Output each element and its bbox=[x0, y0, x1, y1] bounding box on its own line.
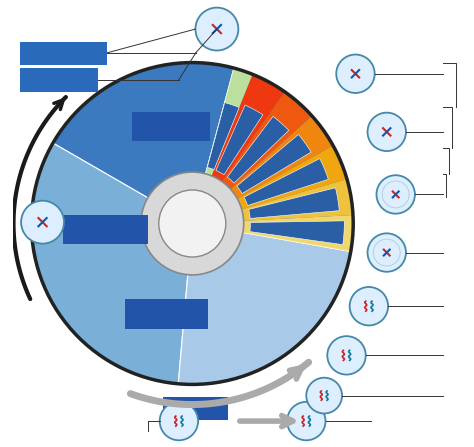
Wedge shape bbox=[192, 116, 333, 224]
Circle shape bbox=[350, 287, 388, 325]
Wedge shape bbox=[192, 68, 253, 224]
Wedge shape bbox=[192, 92, 312, 224]
Wedge shape bbox=[192, 74, 284, 223]
Circle shape bbox=[287, 402, 326, 440]
Circle shape bbox=[367, 233, 406, 272]
Circle shape bbox=[336, 55, 374, 93]
Polygon shape bbox=[207, 103, 239, 169]
FancyBboxPatch shape bbox=[63, 215, 147, 244]
Circle shape bbox=[195, 8, 238, 51]
Circle shape bbox=[306, 378, 342, 413]
Wedge shape bbox=[192, 179, 353, 224]
Circle shape bbox=[327, 336, 366, 375]
Polygon shape bbox=[249, 188, 339, 219]
FancyBboxPatch shape bbox=[20, 68, 99, 92]
Polygon shape bbox=[250, 221, 344, 245]
Polygon shape bbox=[216, 105, 263, 175]
Circle shape bbox=[21, 201, 64, 244]
Circle shape bbox=[160, 402, 198, 440]
Wedge shape bbox=[192, 145, 347, 224]
Polygon shape bbox=[237, 135, 311, 194]
FancyBboxPatch shape bbox=[20, 42, 108, 65]
Wedge shape bbox=[192, 68, 353, 252]
Circle shape bbox=[141, 172, 244, 275]
Circle shape bbox=[159, 190, 226, 257]
Wedge shape bbox=[53, 63, 234, 224]
Wedge shape bbox=[178, 224, 351, 384]
Polygon shape bbox=[227, 116, 289, 183]
Wedge shape bbox=[31, 143, 192, 384]
FancyBboxPatch shape bbox=[132, 112, 210, 141]
Polygon shape bbox=[244, 159, 328, 206]
Wedge shape bbox=[192, 215, 353, 252]
Circle shape bbox=[367, 113, 406, 151]
FancyBboxPatch shape bbox=[125, 299, 208, 329]
FancyBboxPatch shape bbox=[163, 397, 228, 420]
Circle shape bbox=[376, 175, 415, 214]
